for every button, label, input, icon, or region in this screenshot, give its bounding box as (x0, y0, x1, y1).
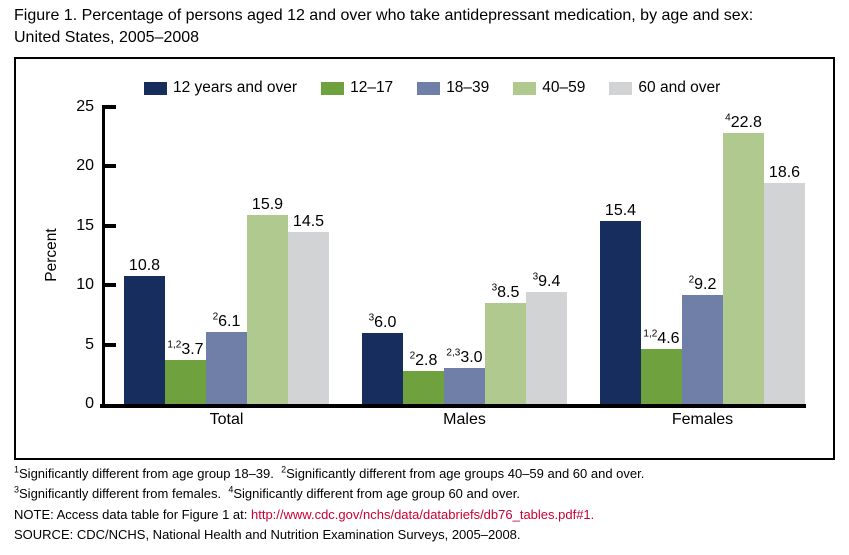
bar-value-label: 15.4 (604, 202, 637, 220)
footnote-line-1: 1Significantly different from age group … (14, 464, 645, 482)
footnote-2: 2Significantly different from age groups… (281, 464, 645, 481)
legend-swatch-icon (417, 81, 441, 95)
bar (444, 368, 485, 404)
legend-swatch-icon (609, 81, 633, 95)
bar-value-label: 15.9 (251, 196, 284, 214)
legend-item: 40–59 (513, 79, 585, 97)
bar-value-label: 1,23.7 (167, 339, 204, 359)
bar-value-label: 38.5 (491, 282, 520, 302)
footnote-3: 3Significantly different from females. (14, 484, 222, 501)
legend-swatch-icon (144, 81, 167, 95)
y-tick-mark (102, 283, 116, 288)
y-tick-label: 20 (76, 157, 94, 175)
bar-value-label: 422.8 (725, 112, 762, 132)
bar-value-label: 39.4 (532, 272, 561, 291)
bar (526, 292, 567, 404)
bar-value-label: 1,24.6 (643, 329, 680, 348)
chart-legend: 12 years and over 12–17 18–39 40–59 60 and o… (144, 79, 744, 97)
bar (403, 370, 444, 404)
bar (682, 294, 723, 404)
bar-value-label: 29.2 (688, 274, 717, 293)
bar (723, 133, 764, 404)
x-category-label: Males (443, 411, 486, 428)
y-tick-label: 5 (85, 335, 94, 353)
bar-value-label: 14.5 (292, 212, 325, 230)
legend-swatch-icon (321, 81, 345, 95)
chart-frame: 12 years and over 12–17 18–39 40–59 60 and o… (14, 57, 835, 460)
data-table-link[interactable]: http://www.cdc.gov/nchs/data/databriefs/… (251, 507, 591, 522)
note-line: NOTE: Access data table for Figure 1 at:… (14, 507, 594, 523)
bar (764, 183, 805, 404)
bar (124, 275, 165, 404)
footnote-line-2: 3Significantly different from females. 4… (14, 484, 521, 502)
source-line: SOURCE: CDC/NCHS, National Health and Nu… (14, 527, 521, 542)
bar (362, 332, 403, 404)
bar (288, 231, 329, 404)
y-tick-label: 10 (76, 276, 94, 294)
legend-item: 12–17 (321, 79, 393, 97)
y-tick-label: 0 (85, 395, 94, 412)
x-category-label: Females (671, 411, 734, 428)
y-tick-mark (102, 223, 116, 228)
bar (485, 303, 526, 404)
x-axis-line (100, 404, 806, 408)
bar (206, 331, 247, 404)
legend-item: 12 years and over (144, 79, 297, 97)
bar-group-total: 10.8 1,23.7 26.1 15.9 14.5 (124, 107, 329, 404)
plot-area: 10.8 1,23.7 26.1 15.9 14.5 36.0 22.8 2,33.0 38.5… (100, 105, 806, 408)
y-tick-label: 25 (76, 98, 94, 115)
bar (165, 360, 206, 404)
y-tick-mark (102, 105, 116, 109)
legend-item: 60 and over (609, 79, 720, 97)
bar-group-females: 15.4 1,24.6 29.2 422.8 18.6 (600, 107, 805, 404)
footnote-4: 4Significantly different from age group … (228, 484, 521, 501)
y-tick-label: 15 (76, 216, 94, 234)
bar-value-label: 22.8 (409, 350, 438, 369)
bar-value-label: 36.0 (368, 312, 397, 331)
bar (600, 221, 641, 404)
note-prefix: NOTE: Access data table for Figure 1 at: (14, 507, 251, 522)
legend-label: 18–39 (446, 79, 490, 96)
legend-swatch-icon (513, 81, 537, 95)
bar (641, 349, 682, 404)
y-tick-mark (102, 342, 116, 347)
legend-label: 12 years and over (173, 79, 298, 96)
legend-label: 40–59 (542, 79, 586, 96)
figure-title: Figure 1. Percentage of persons aged 12 … (14, 7, 754, 46)
note-suffix: . (590, 507, 595, 522)
y-axis-tick-labels: 0 5 10 15 20 25 (16, 98, 94, 412)
bar-value-label: 10.8 (128, 256, 161, 274)
legend-item: 18–39 (417, 79, 489, 97)
bar-value-label: 18.6 (768, 164, 801, 182)
bar (247, 215, 288, 404)
y-axis-line (102, 107, 105, 404)
bar-value-label: 26.1 (212, 311, 241, 330)
bar-value-label: 2,33.0 (446, 348, 483, 367)
bar-group-males: 36.0 22.8 2,33.0 38.5 39.4 (362, 107, 567, 404)
footnote-1: 1Significantly different from age group … (14, 464, 274, 481)
y-tick-mark (102, 164, 116, 169)
x-category-label: Total (209, 411, 244, 428)
legend-label: 60 and over (638, 79, 721, 96)
legend-label: 12–17 (350, 79, 394, 96)
